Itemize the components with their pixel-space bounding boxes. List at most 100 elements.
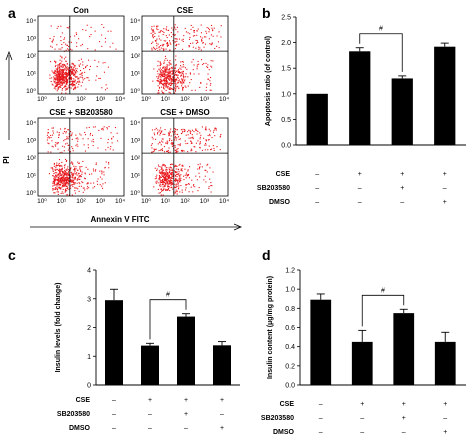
flow-dot <box>63 68 65 70</box>
flow-dot <box>166 59 168 61</box>
flow-dot <box>67 172 69 174</box>
flow-dot <box>83 144 85 146</box>
flow-dot <box>165 70 167 72</box>
flow-dot <box>169 131 171 133</box>
flow-dot <box>170 167 172 169</box>
flow-dot <box>204 149 206 151</box>
flow-dot <box>207 64 209 66</box>
flow-dot <box>190 133 192 135</box>
flow-dot <box>162 183 164 185</box>
flow-dot <box>59 77 61 79</box>
flow-dot <box>49 74 51 76</box>
flow-dot <box>59 72 61 74</box>
flow-dot <box>79 133 81 135</box>
flow-dot <box>192 35 194 37</box>
condition-label: DMSO <box>269 199 291 206</box>
flow-dot <box>178 164 180 166</box>
flow-dot <box>200 134 202 136</box>
flow-dot <box>111 142 113 144</box>
flow-dot <box>162 180 164 182</box>
flow-dot <box>54 71 56 73</box>
flow-dot <box>53 192 55 194</box>
flow-dot <box>169 166 171 168</box>
flow-dot <box>207 67 209 69</box>
flow-dot <box>84 178 86 180</box>
flow-dot <box>52 175 54 177</box>
flow-dot <box>64 77 66 79</box>
flow-dot <box>166 169 168 171</box>
flow-y-tick-label: 10³ <box>27 138 37 145</box>
flow-dot <box>66 142 68 144</box>
flow-dot <box>208 27 210 29</box>
flow-dot <box>105 89 107 91</box>
flow-dot <box>57 88 59 90</box>
flow-dot <box>65 67 67 69</box>
flow-dot <box>174 79 176 81</box>
flow-dot <box>62 84 64 86</box>
flow-dot <box>164 70 166 72</box>
flow-dot <box>59 86 61 88</box>
flow-dot <box>64 178 66 180</box>
flow-dot <box>160 30 162 32</box>
flow-dot <box>169 71 171 73</box>
flow-dot <box>183 77 185 79</box>
flow-dot <box>76 71 78 73</box>
flow-dot <box>183 80 185 82</box>
flow-dot <box>166 66 168 68</box>
flow-dot <box>50 167 52 169</box>
flow-dot <box>207 73 209 75</box>
flow-dot <box>99 41 101 43</box>
flow-dot <box>166 179 168 181</box>
flow-dot <box>196 68 198 70</box>
flow-dot <box>170 177 172 179</box>
flow-dot <box>174 92 176 94</box>
flow-dot <box>62 132 64 134</box>
flow-dot <box>71 72 73 74</box>
flow-dot <box>88 59 90 61</box>
flow-dot <box>68 85 70 87</box>
condition-mark: – <box>360 415 364 422</box>
flow-dot <box>175 90 177 92</box>
flow-dot <box>77 161 79 163</box>
flow-dot <box>57 184 59 186</box>
flow-dot <box>73 72 75 74</box>
flow-dot <box>159 177 161 179</box>
flow-y-tick-label: 10⁰ <box>130 190 140 197</box>
flow-dot <box>72 186 74 188</box>
flow-dot <box>74 167 76 169</box>
flow-dot <box>164 66 166 68</box>
flow-dot <box>170 182 172 184</box>
flow-dot <box>158 80 160 82</box>
flow-dot <box>198 48 200 50</box>
flow-dot <box>59 80 61 82</box>
flow-dot <box>110 30 112 32</box>
flow-dot <box>66 80 68 82</box>
flow-dot <box>213 149 215 151</box>
flow-dot <box>72 162 74 164</box>
flow-dot <box>76 45 78 47</box>
flow-dot <box>163 92 165 94</box>
flow-y-tick-label: 10² <box>27 155 37 162</box>
flow-dot <box>177 168 179 170</box>
flow-dot <box>87 144 89 146</box>
flow-dot <box>205 169 207 171</box>
flow-dot <box>198 73 200 75</box>
flow-dot <box>191 134 193 136</box>
flow-dot <box>163 88 165 90</box>
flow-dot <box>168 134 170 136</box>
flow-dot <box>196 40 198 42</box>
flow-dot <box>67 186 69 188</box>
flow-dot <box>81 76 83 78</box>
flow-dot <box>62 76 64 78</box>
flow-dot <box>162 74 164 76</box>
flow-dot <box>66 82 68 84</box>
flow-dot <box>65 85 67 87</box>
flow-dot <box>167 183 169 185</box>
flow-dot <box>175 71 177 73</box>
flow-dot <box>78 190 80 192</box>
flow-dot <box>108 126 110 128</box>
flow-dot <box>75 145 77 147</box>
flow-dot <box>93 141 95 143</box>
condition-mark: – <box>319 415 323 422</box>
